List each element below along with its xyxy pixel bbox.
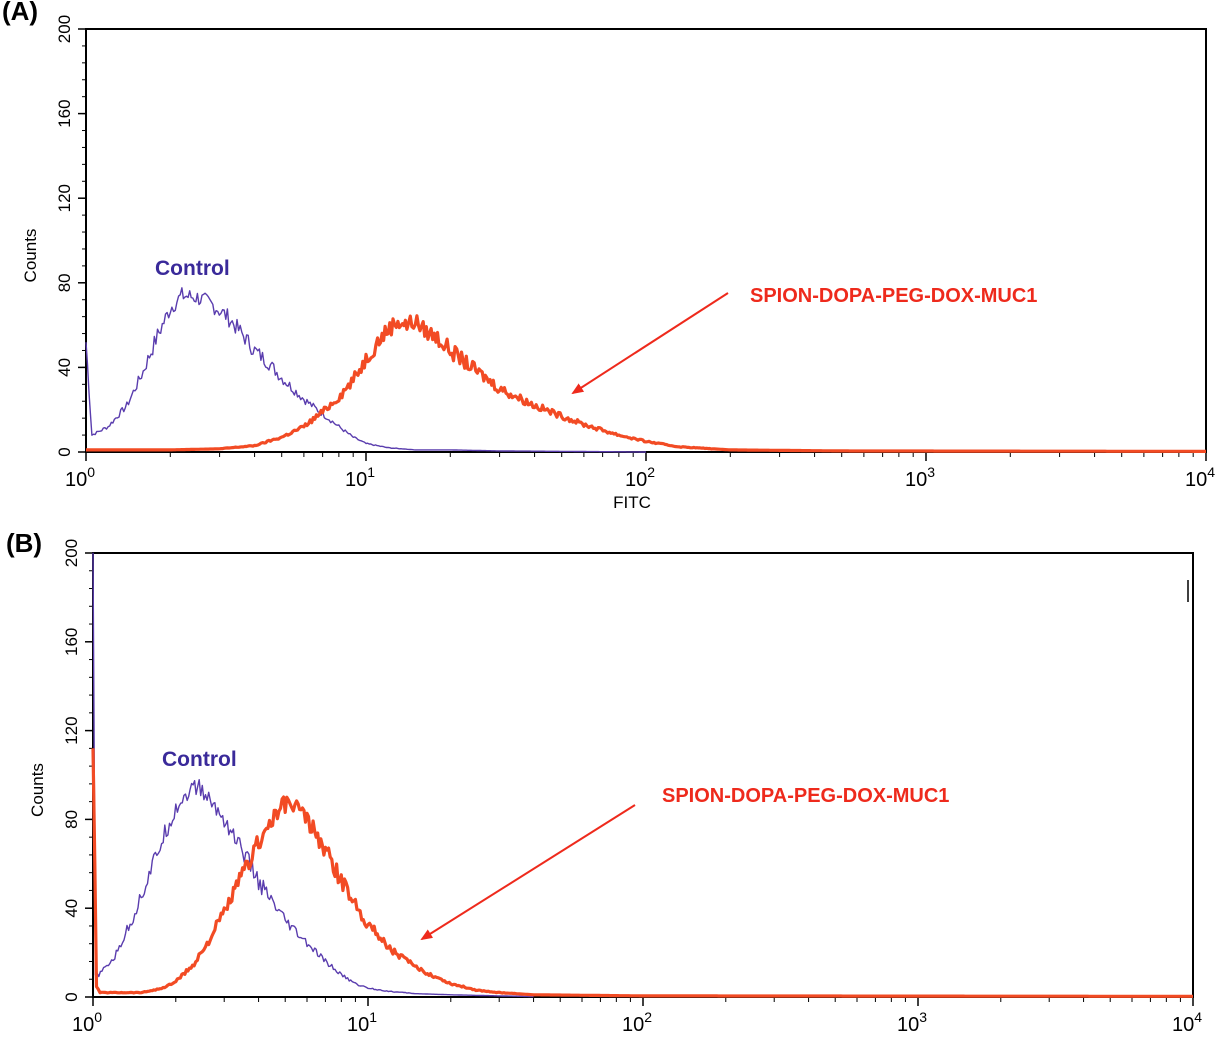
y-tick-label: 80 bbox=[62, 810, 81, 829]
y-tick-label: 80 bbox=[55, 273, 74, 292]
annotation-arrow bbox=[571, 292, 729, 395]
x-axis-label: FITC bbox=[610, 1038, 648, 1041]
x-tick-label: 103 bbox=[905, 464, 935, 491]
x-tick-label: 100 bbox=[65, 464, 95, 491]
chart-panel-b: 0 40 80 120 160 200 100 101 102 103 104 FITC Counts C… bbox=[28, 539, 1202, 1041]
x-tick-label: 103 bbox=[897, 1009, 927, 1036]
y-axis-label: Counts bbox=[21, 229, 40, 283]
x-tick-label: 100 bbox=[72, 1009, 102, 1036]
y-tick-label: 120 bbox=[62, 716, 81, 744]
x-tick-label: 101 bbox=[345, 464, 375, 491]
control-annotation: Control bbox=[162, 748, 237, 771]
control-series-line bbox=[85, 287, 646, 453]
plot-frame bbox=[85, 28, 1207, 453]
y-axis-label: Counts bbox=[28, 763, 47, 817]
spion-annotation: SPION-DOPA-PEG-DOX-MUC1 bbox=[750, 285, 1037, 307]
y-tick-label: 0 bbox=[55, 447, 74, 456]
y-tick-label: 120 bbox=[55, 184, 74, 212]
panel-label-a: (A) bbox=[2, 0, 39, 26]
control-series-line bbox=[92, 552, 534, 998]
x-tick-label: 104 bbox=[1172, 1009, 1202, 1036]
y-tick-label: 40 bbox=[55, 358, 74, 377]
spion-series-line bbox=[91, 748, 1193, 998]
plot-frame bbox=[92, 552, 1194, 998]
x-tick-label: 101 bbox=[347, 1009, 377, 1036]
chart-panel-a: 0 40 80 120 160 200 100 101 102 103 104 FITC Counts C… bbox=[21, 15, 1215, 512]
x-tick-label: 104 bbox=[1185, 464, 1215, 491]
x-tick-label: 102 bbox=[622, 1009, 652, 1036]
x-axis-label: FITC bbox=[613, 493, 651, 512]
y-tick-label: 160 bbox=[55, 99, 74, 127]
annotation-arrow bbox=[420, 804, 636, 941]
panel-label-b: (B) bbox=[6, 528, 43, 558]
spion-annotation: SPION-DOPA-PEG-DOX-MUC1 bbox=[662, 785, 949, 807]
spion-series-line bbox=[86, 314, 1206, 453]
y-tick-label: 0 bbox=[62, 992, 81, 1001]
y-tick-label: 160 bbox=[62, 628, 81, 656]
x-tick-label: 102 bbox=[625, 464, 655, 491]
y-tick-label: 40 bbox=[62, 899, 81, 918]
y-tick-label: 200 bbox=[55, 15, 74, 43]
control-annotation: Control bbox=[155, 257, 230, 280]
y-tick-label: 200 bbox=[62, 539, 81, 567]
